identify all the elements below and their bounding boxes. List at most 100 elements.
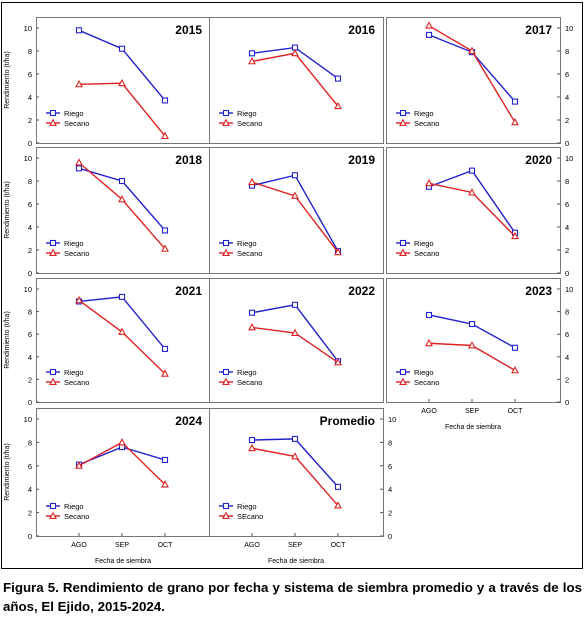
y-axis-label: Rendimiento (t/ha) [4, 181, 11, 239]
panel-title: 2017 [525, 23, 552, 37]
y-tick-label: 2 [565, 116, 569, 125]
x-tick-label: SEP [115, 542, 129, 549]
legend-marker [399, 109, 407, 117]
panel-border [209, 147, 384, 274]
data-point-secano [248, 323, 256, 331]
data-point-riego [468, 320, 476, 328]
legend-label: Secano [414, 378, 439, 387]
data-point-riego [248, 437, 256, 444]
y-tick-label: 0 [28, 269, 32, 278]
legend-label: Secano [414, 249, 439, 258]
y-tick-label: 4 [28, 353, 32, 362]
data-point-secano [425, 178, 433, 187]
panel-border [36, 147, 211, 274]
y-tick-label: 8 [565, 308, 569, 317]
data-point-secano [248, 56, 256, 65]
legend-marker [222, 368, 230, 376]
data-point-riego [334, 483, 342, 490]
x-tick-label: OCT [331, 542, 347, 549]
legend-label: Riego [237, 368, 257, 377]
data-point-secano [118, 438, 126, 446]
y-tick-label: 6 [28, 70, 32, 79]
data-point-secano [468, 341, 476, 349]
data-point-secano [334, 101, 342, 110]
x-tick-label: SEP [288, 542, 302, 549]
legend-label: Riego [414, 239, 434, 248]
legend-label: Secano [64, 249, 89, 258]
legend-label: Riego [237, 109, 257, 118]
data-point-secano [75, 158, 83, 166]
data-point-secano [75, 461, 83, 469]
legend-label: Riego [237, 502, 257, 511]
legend-marker [49, 377, 57, 385]
x-tick-label: AGO [71, 542, 87, 549]
y-tick-label: 10 [24, 285, 32, 294]
panel-title: Promedio [320, 414, 375, 428]
data-point-secano [468, 46, 476, 54]
y-tick-label: 8 [28, 438, 32, 447]
panel-border [209, 408, 384, 537]
legend-marker [399, 118, 407, 126]
panel-title: 2019 [348, 153, 375, 167]
x-tick-label: AGO [244, 542, 260, 549]
y-axis-label: Rendimiento (t/ha) [4, 51, 11, 109]
legend-marker [49, 368, 57, 376]
legend-marker [49, 239, 57, 247]
x-axis-label: Fecha de siembra [268, 558, 324, 565]
data-point-secano [248, 443, 256, 452]
panel-border [209, 17, 384, 144]
legend-marker [222, 377, 230, 385]
legend-marker [222, 239, 230, 247]
data-point-secano [118, 78, 126, 87]
y-tick-label: 8 [565, 47, 569, 56]
panel-promedio: 0 2 4 6 8 10 AGO SEP OCT Fecha de siembra Promedio… [209, 408, 396, 565]
legend-label: Riego [64, 109, 84, 118]
legend-label: Riego [64, 239, 84, 248]
data-point-secano [291, 328, 299, 337]
panel-border [386, 278, 561, 403]
y-tick-label: 2 [388, 509, 392, 518]
y-tick-label: 8 [28, 47, 32, 56]
data-point-secano [334, 247, 342, 256]
y-tick-label: 2 [28, 116, 32, 125]
y-tick-label: 4 [388, 485, 392, 494]
legend-marker [49, 118, 57, 126]
panel-title: 2015 [175, 23, 202, 37]
y-tick-label: 0 [388, 532, 392, 541]
legend-label: Secano [64, 378, 89, 387]
data-point-riego [161, 97, 169, 104]
data-point-riego [425, 311, 433, 319]
data-point-riego [118, 45, 126, 52]
panel-title: 2021 [175, 284, 202, 298]
y-tick-label: 8 [28, 177, 32, 186]
y-tick-label: 6 [28, 200, 32, 209]
data-point-secano [291, 48, 299, 57]
y-tick-label: 4 [28, 223, 32, 232]
legend-marker [399, 368, 407, 376]
y-tick-label: 10 [565, 24, 573, 33]
y-tick-label: 4 [28, 93, 32, 102]
y-tick-label: 0 [28, 398, 32, 407]
y-tick-label: 4 [565, 93, 569, 102]
y-tick-label: 6 [388, 462, 392, 471]
data-point-secano [75, 295, 83, 304]
y-tick-label: 2 [28, 375, 32, 384]
legend-label: Secano [64, 512, 89, 521]
y-tick-label: 4 [565, 353, 569, 362]
data-point-secano [511, 117, 519, 126]
data-point-riego [291, 435, 299, 442]
y-tick-label: 10 [24, 154, 32, 163]
data-point-secano [291, 191, 299, 199]
legend-marker [399, 377, 407, 385]
x-tick-label: AGO [421, 408, 437, 415]
legend-marker [49, 109, 57, 117]
data-point-secano [425, 21, 433, 29]
legend-marker [49, 511, 57, 519]
legend-label: Riego [414, 368, 434, 377]
